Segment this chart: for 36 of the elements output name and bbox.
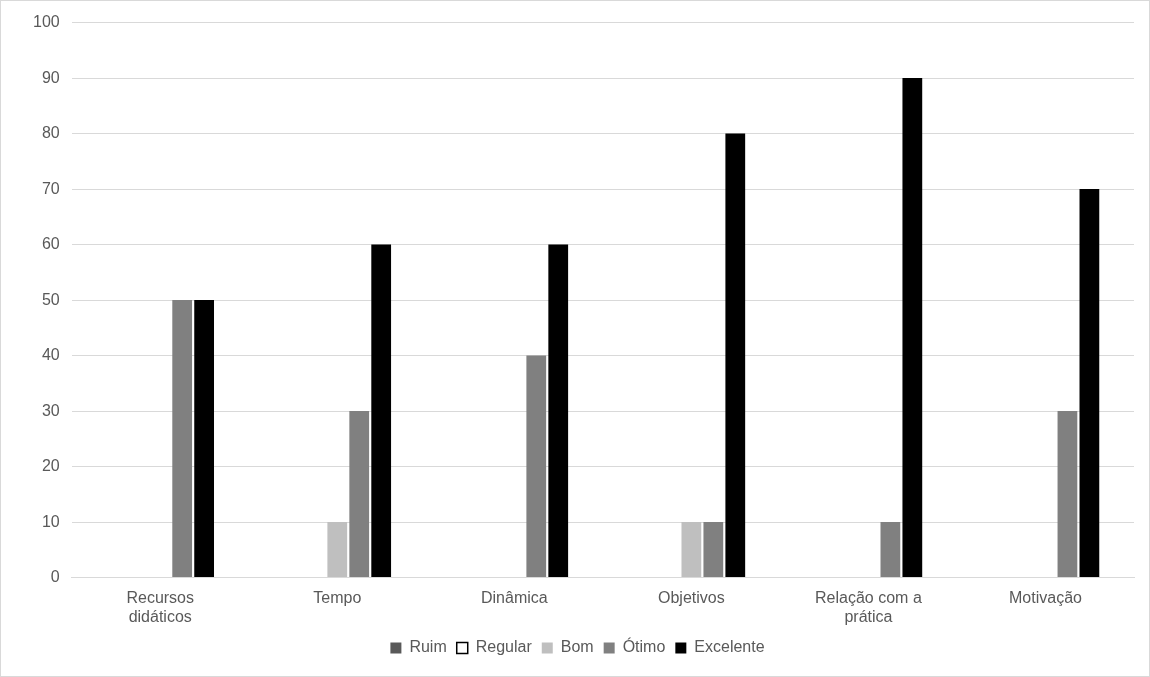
legend-label: Excelente xyxy=(694,638,765,656)
bar xyxy=(703,522,724,578)
y-tick-label: 50 xyxy=(41,290,60,308)
legend-label: Ótimo xyxy=(622,637,666,656)
bar xyxy=(681,522,702,578)
y-tick-label: 60 xyxy=(41,235,60,253)
y-tick-label: 90 xyxy=(41,68,60,86)
bar xyxy=(880,522,901,578)
y-tick-label: 40 xyxy=(41,346,60,364)
x-tick-label: Tempo xyxy=(313,588,362,606)
x-tick-label: Motivação xyxy=(1009,588,1083,606)
y-tick-label: 10 xyxy=(41,512,60,530)
legend-label: Regular xyxy=(475,638,533,656)
bar xyxy=(902,78,923,578)
bar xyxy=(1057,411,1078,578)
bar xyxy=(725,133,746,578)
bar xyxy=(172,300,193,578)
y-tick-label: 70 xyxy=(41,179,60,197)
y-tick-label: 0 xyxy=(50,568,60,586)
bar xyxy=(526,355,547,578)
y-tick-label: 30 xyxy=(41,401,60,419)
x-tick-label: Objetivos xyxy=(658,588,725,606)
bar xyxy=(327,522,348,578)
legend-label: Ruim xyxy=(409,638,447,656)
bar xyxy=(371,244,392,578)
legend-label: Bom xyxy=(560,638,594,656)
x-tick-label: Recursos didáticos xyxy=(126,588,195,625)
bar xyxy=(548,244,569,578)
bar xyxy=(349,411,370,578)
x-tick-label: Dinâmica xyxy=(480,588,548,606)
bar xyxy=(194,300,215,578)
x-tick-label: Relação com a prática xyxy=(815,588,922,625)
y-tick-label: 100 xyxy=(32,13,60,31)
y-tick-label: 20 xyxy=(41,457,60,475)
bar xyxy=(1079,189,1100,578)
y-tick-label: 80 xyxy=(41,124,60,142)
